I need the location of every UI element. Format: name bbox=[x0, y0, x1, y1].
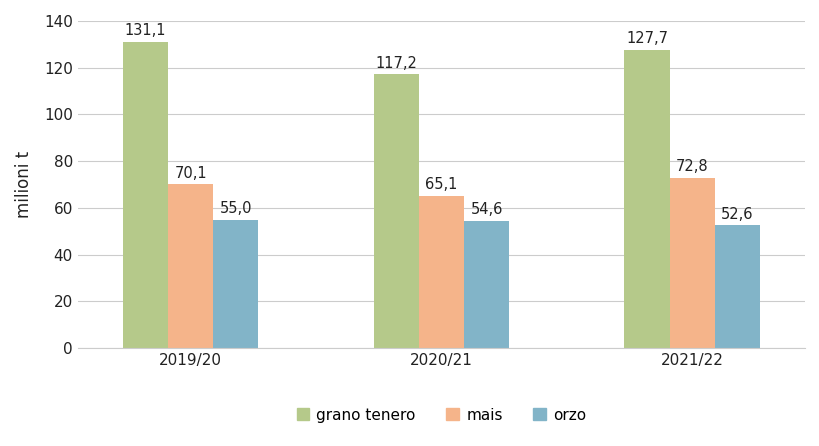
Text: 54,6: 54,6 bbox=[470, 202, 502, 217]
Text: 55,0: 55,0 bbox=[219, 201, 251, 216]
Bar bbox=[714, 225, 759, 348]
Text: 131,1: 131,1 bbox=[124, 23, 166, 38]
Y-axis label: milioni t: milioni t bbox=[15, 151, 33, 218]
Legend: grano tenero, mais, orzo: grano tenero, mais, orzo bbox=[290, 401, 591, 429]
Bar bbox=[624, 50, 669, 348]
Text: 117,2: 117,2 bbox=[375, 56, 417, 71]
Bar bbox=[373, 74, 419, 348]
Bar bbox=[213, 219, 258, 348]
Bar bbox=[669, 178, 714, 348]
Bar bbox=[464, 220, 509, 348]
Text: 65,1: 65,1 bbox=[425, 178, 457, 193]
Text: 52,6: 52,6 bbox=[720, 206, 753, 222]
Text: 127,7: 127,7 bbox=[625, 31, 667, 46]
Bar bbox=[168, 184, 213, 348]
Bar bbox=[419, 196, 464, 348]
Text: 72,8: 72,8 bbox=[675, 160, 708, 174]
Bar bbox=[123, 42, 168, 348]
Text: 70,1: 70,1 bbox=[174, 166, 206, 181]
